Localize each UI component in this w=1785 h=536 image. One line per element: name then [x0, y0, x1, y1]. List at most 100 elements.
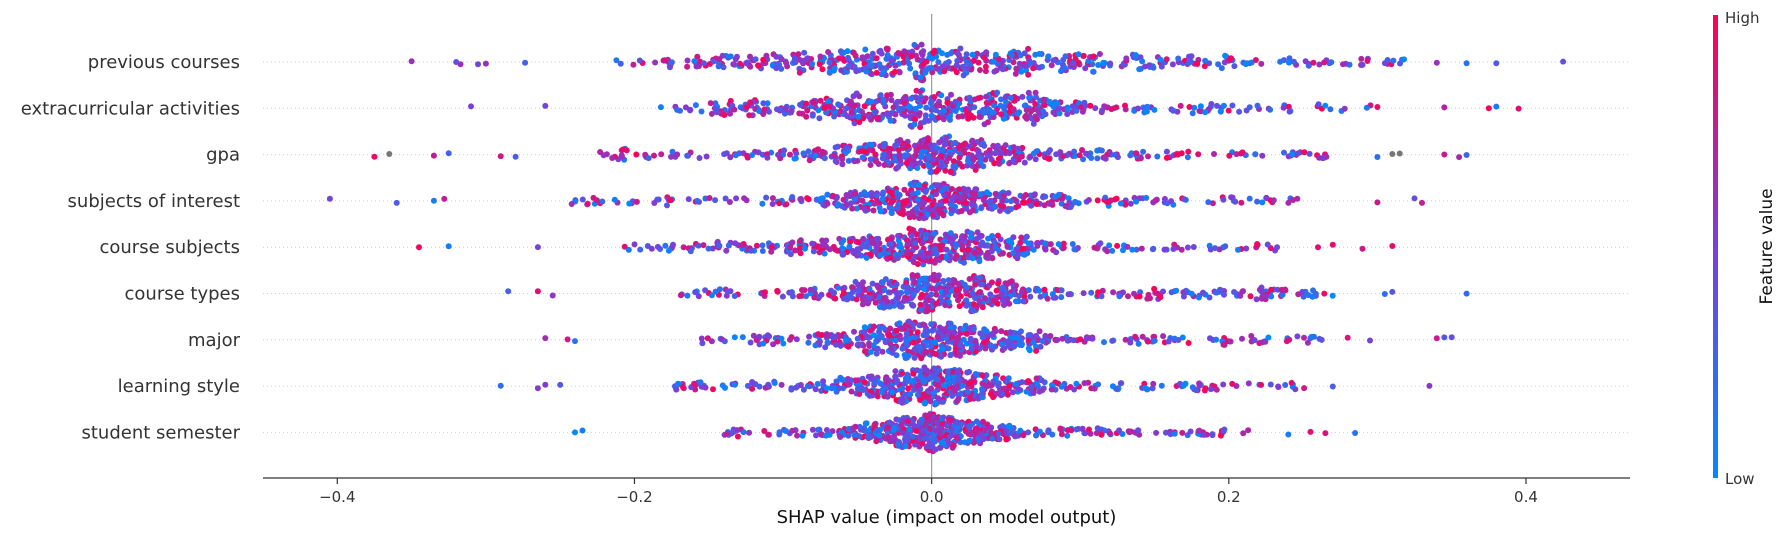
shap-point [957, 194, 964, 201]
shap-point [1055, 241, 1062, 248]
shap-point [916, 181, 923, 188]
shap-point [875, 334, 882, 340]
shap-point [937, 162, 944, 169]
shap-point [811, 294, 818, 301]
shap-point [911, 279, 918, 286]
shap-point [867, 251, 874, 258]
shap-point [1091, 385, 1098, 392]
shap-point [1294, 195, 1301, 202]
shap-point [891, 432, 898, 439]
shap-point [1110, 289, 1117, 296]
shap-point [863, 420, 870, 427]
shap-point [1206, 294, 1213, 301]
shap-point [831, 289, 837, 296]
shap-point [859, 154, 866, 161]
shap-point [1018, 68, 1025, 75]
shap-point [1263, 293, 1269, 300]
shap-point [1286, 108, 1293, 115]
shap-point [1196, 108, 1203, 114]
shap-point [747, 53, 753, 60]
shap-point [933, 168, 940, 175]
shap-point [1195, 294, 1202, 301]
shap-point [1014, 145, 1021, 152]
shap-point [921, 143, 928, 150]
shap-point [839, 161, 846, 168]
shap-point [868, 193, 875, 200]
shap-point [982, 295, 988, 302]
shap-point [1019, 245, 1026, 252]
shap-point [1220, 341, 1227, 348]
shap-point [910, 291, 917, 298]
shap-point [1267, 106, 1274, 113]
shap-point [631, 241, 638, 248]
shap-point [978, 391, 985, 398]
shap-point [835, 385, 842, 392]
shap-point [817, 53, 824, 60]
shap-point [914, 329, 921, 336]
shap-point [867, 162, 874, 168]
shap-point [1089, 335, 1096, 342]
shap-point [879, 348, 886, 355]
shap-point [816, 61, 823, 68]
shap-point [771, 380, 778, 386]
shap-point [1046, 200, 1053, 207]
shap-point [901, 99, 908, 106]
shap-point [920, 332, 927, 339]
shap-point [1088, 289, 1095, 296]
shap-point [1094, 197, 1101, 204]
shap-point [1145, 153, 1151, 160]
shap-point [1030, 150, 1037, 157]
shap-point [919, 291, 925, 298]
shap-point [542, 381, 549, 388]
shap-point [861, 189, 868, 196]
shap-point [864, 433, 871, 440]
shap-point [838, 239, 845, 246]
shap-point [1329, 241, 1336, 248]
shap-point [835, 201, 842, 208]
shap-point [887, 236, 893, 243]
shap-point [899, 345, 906, 352]
shap-point [794, 432, 801, 439]
shap-point [1098, 293, 1105, 300]
shap-point [1022, 113, 1029, 120]
shap-point [637, 246, 644, 253]
shap-point [1323, 153, 1330, 160]
shap-point [1265, 334, 1272, 341]
shap-point [940, 116, 947, 123]
shap-point [892, 337, 899, 344]
shap-point [778, 381, 785, 388]
shap-point [694, 197, 701, 204]
shap-point [817, 97, 824, 104]
shap-point [823, 385, 830, 392]
shap-point [702, 287, 709, 294]
shap-point [1163, 154, 1170, 161]
shap-point [889, 198, 896, 204]
shap-point [889, 206, 896, 212]
shap-point [1195, 151, 1202, 158]
shap-point [1030, 339, 1037, 346]
shap-point [963, 205, 970, 212]
shap-point [1247, 293, 1254, 300]
shap-point [1028, 383, 1035, 390]
shap-point [903, 339, 910, 346]
shap-point [910, 339, 917, 346]
shap-point [878, 389, 885, 395]
shap-point [843, 337, 849, 344]
shap-point [1027, 293, 1034, 300]
shap-point [727, 53, 734, 60]
shap-point [994, 89, 1001, 96]
shap-point [721, 338, 728, 345]
shap-point [995, 382, 1002, 389]
shap-point [1104, 198, 1110, 205]
shap-point [845, 62, 852, 69]
shap-point [998, 111, 1005, 118]
shap-point [936, 139, 943, 146]
shap-point [799, 432, 806, 439]
shap-point [726, 199, 733, 205]
shap-point [1150, 380, 1157, 387]
shap-point [979, 372, 986, 379]
shap-point [1229, 380, 1236, 387]
shap-point [1058, 383, 1065, 390]
shap-point [1037, 343, 1044, 350]
shap-point [603, 151, 610, 158]
